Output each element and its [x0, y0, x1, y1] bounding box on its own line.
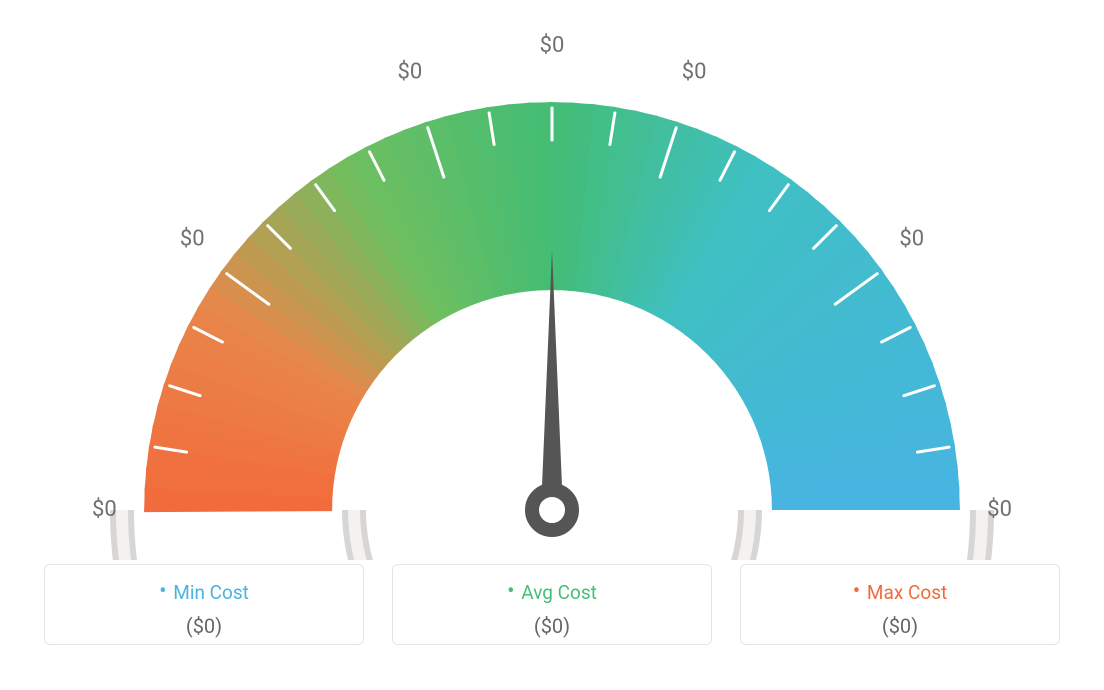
gauge-tick-label: $0 [682, 60, 707, 85]
gauge-needle-hub [532, 490, 572, 530]
legend-card-max: • Max Cost ($0) [740, 564, 1060, 645]
gauge-tick-label: $0 [987, 497, 1012, 522]
legend-value: ($0) [45, 614, 363, 638]
legend-dot-icon: • [159, 579, 168, 604]
legend-value: ($0) [741, 614, 1059, 638]
gauge-tick-label: $0 [92, 497, 117, 522]
legend-label: Min Cost [169, 581, 249, 604]
legend-card-avg: • Avg Cost ($0) [392, 564, 712, 645]
gauge-top-label: $0 [540, 33, 565, 58]
gauge-tick-label: $0 [180, 227, 205, 252]
legend-card-min: • Min Cost ($0) [44, 564, 364, 645]
legend-label: Max Cost [862, 581, 947, 604]
gauge-chart: $0 $0 $0 $0 $0 $0 $0 [0, 0, 1104, 560]
legend-title: • Avg Cost [393, 579, 711, 604]
legend-value: ($0) [393, 614, 711, 638]
legend-dot-icon: • [507, 579, 516, 604]
legend-row: • Min Cost ($0) • Avg Cost ($0) • Max Cost ($… [0, 564, 1104, 645]
legend-title: • Max Cost [741, 579, 1059, 604]
legend-dot-icon: • [853, 579, 862, 604]
gauge-svg: $0 $0 $0 $0 $0 $0 $0 [0, 0, 1104, 560]
legend-title: • Min Cost [45, 579, 363, 604]
gauge-tick-label: $0 [397, 60, 422, 85]
legend-label: Avg Cost [517, 581, 597, 604]
gauge-tick-label: $0 [899, 227, 924, 252]
